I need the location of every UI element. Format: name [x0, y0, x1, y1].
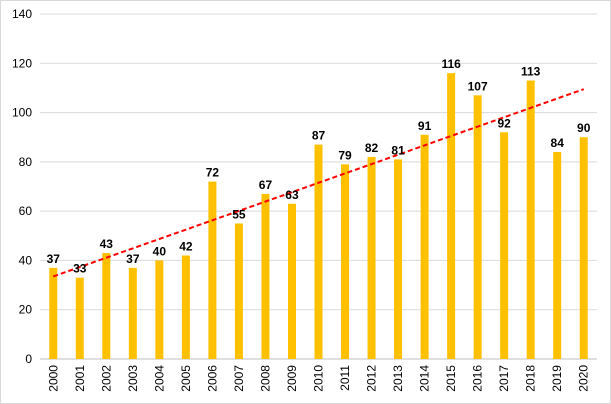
x-tick-label: 2003: [126, 365, 140, 392]
bar: [447, 73, 456, 360]
y-tick-label: 100: [12, 106, 32, 120]
bar: [526, 80, 535, 360]
data-label: 81: [391, 143, 405, 157]
x-tick-label: 2007: [232, 365, 246, 392]
bar: [75, 277, 84, 359]
y-tick-label: 40: [19, 253, 33, 267]
bar: [579, 137, 588, 359]
bar-series: [49, 73, 588, 360]
data-label: 79: [338, 148, 352, 162]
data-label: 43: [100, 237, 114, 251]
y-tick-label: 80: [19, 155, 33, 169]
x-tick-label: 2004: [152, 365, 166, 392]
x-tick-label: 2000: [46, 365, 60, 392]
data-label: 37: [47, 252, 61, 266]
trendline-group: [52, 88, 585, 278]
y-tick-label: 140: [12, 7, 32, 21]
bar: [287, 203, 296, 359]
bar: [261, 193, 270, 359]
x-tick-label: 2002: [99, 365, 113, 392]
y-axis: 0 20 40 60 80 100 120 140: [12, 7, 32, 366]
data-label: 90: [577, 121, 591, 135]
bar: [208, 181, 217, 359]
data-label: 40: [153, 244, 167, 258]
bar: [553, 152, 562, 359]
data-label: 63: [285, 188, 299, 202]
data-label: 37: [126, 252, 140, 266]
data-label: 82: [365, 141, 379, 155]
x-tick-label: 2020: [577, 365, 591, 392]
x-tick-label: 2012: [365, 365, 379, 392]
x-tick-label: 2009: [285, 365, 299, 392]
x-tick-label: 2010: [312, 365, 326, 392]
x-tick-label: 2006: [205, 365, 219, 392]
x-tick-label: 2017: [497, 365, 511, 392]
bar: [49, 267, 58, 359]
x-tick-label: 2013: [391, 365, 405, 392]
bar: [181, 255, 190, 359]
x-tick-label: 2015: [444, 365, 458, 392]
data-label: 55: [232, 207, 246, 221]
bar: [473, 95, 482, 360]
x-tick-label: 2019: [550, 365, 564, 392]
x-tick-label: 2014: [418, 365, 432, 392]
x-tick-label: 2001: [73, 365, 87, 392]
x-axis: 2000 2001 2002 2003 2004 2005 2006 2007 2008 2009…: [46, 365, 590, 392]
bar: [341, 164, 350, 359]
y-tick-label: 20: [19, 303, 33, 317]
bar: [500, 132, 509, 359]
bar: [394, 159, 403, 359]
data-label: 92: [497, 116, 511, 130]
data-label: 107: [468, 79, 488, 93]
data-label: 67: [259, 178, 273, 192]
bar: [155, 260, 164, 359]
data-label: 84: [551, 136, 565, 150]
bar: [234, 223, 243, 359]
data-label: 72: [206, 166, 220, 180]
x-tick-label: 2011: [338, 365, 352, 391]
trendline: [52, 88, 585, 278]
bar: [314, 144, 323, 359]
bar: [367, 156, 376, 359]
bar: [128, 267, 137, 359]
data-labels: 37 33 43 37 40 42 72 55 67 63 87 79 82 81 91 116 107 92 11…: [47, 57, 591, 276]
y-tick-label: 60: [19, 204, 33, 218]
bar: [420, 134, 429, 359]
y-tick-label: 0: [25, 352, 32, 366]
data-label: 33: [73, 262, 87, 276]
x-tick-label: 2008: [258, 365, 272, 392]
x-tick-label: 2018: [524, 365, 538, 392]
x-tick-label: 2005: [179, 365, 193, 392]
x-tick-label: 2016: [471, 365, 485, 392]
data-label: 113: [521, 65, 541, 79]
data-label: 87: [312, 129, 326, 143]
bar: [102, 253, 111, 359]
data-label: 42: [179, 240, 193, 254]
data-label: 116: [441, 57, 461, 71]
y-tick-label: 120: [12, 56, 32, 70]
data-label: 91: [418, 119, 432, 133]
